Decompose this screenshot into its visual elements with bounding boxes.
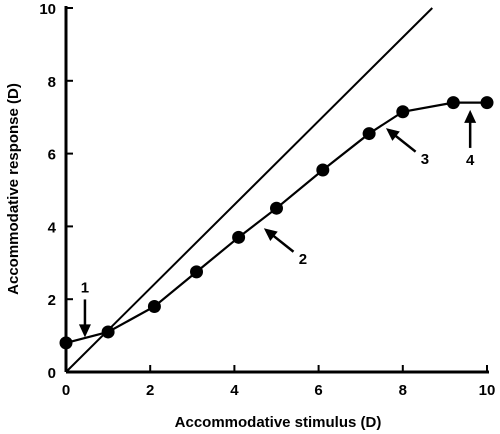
x-tick-label: 6 bbox=[314, 382, 322, 399]
annotation-arrow-head bbox=[464, 109, 477, 123]
data-point bbox=[446, 96, 460, 110]
data-point bbox=[316, 163, 330, 177]
y-axis-title: Accommodative response (D) bbox=[5, 83, 22, 295]
data-point bbox=[232, 230, 246, 244]
x-tick-label: 4 bbox=[230, 382, 239, 399]
data-point bbox=[396, 105, 410, 119]
y-tick-label: 8 bbox=[48, 74, 56, 91]
annotation-label: 2 bbox=[299, 251, 307, 268]
x-axis-title: Accommodative stimulus (D) bbox=[175, 414, 382, 431]
data-point bbox=[101, 325, 115, 339]
data-point bbox=[270, 201, 283, 215]
y-axis-ticks: 0 2 4 6 8 10 bbox=[39, 1, 73, 382]
y-tick-label: 2 bbox=[48, 292, 56, 309]
x-tick-label: 2 bbox=[146, 382, 154, 399]
x-tick-label: 8 bbox=[399, 382, 407, 399]
y-tick-label: 6 bbox=[48, 147, 56, 164]
x-tick-label: 0 bbox=[62, 382, 70, 399]
annotation-arrow-head bbox=[385, 128, 400, 141]
y-tick-label: 0 bbox=[48, 365, 56, 382]
y-tick-label: 10 bbox=[39, 1, 56, 18]
annotation-arrow-head bbox=[78, 324, 91, 338]
reference-line bbox=[65, 7, 433, 373]
data-point bbox=[147, 299, 161, 313]
x-axis-ticks: 0 2 4 6 8 10 bbox=[62, 365, 496, 399]
data-point bbox=[480, 96, 494, 110]
series-line bbox=[65, 101, 487, 344]
y-tick-label: 4 bbox=[48, 219, 57, 236]
data-points bbox=[59, 96, 494, 350]
annotation-arrow-head bbox=[263, 228, 278, 241]
data-point bbox=[362, 127, 376, 141]
x-tick-label: 10 bbox=[479, 382, 496, 399]
annotations: 1 2 3 4 bbox=[78, 109, 477, 338]
data-point bbox=[190, 265, 204, 279]
annotation-label: 4 bbox=[466, 152, 475, 169]
data-point bbox=[59, 336, 73, 350]
annotation-label: 3 bbox=[421, 151, 429, 168]
annotation-label: 1 bbox=[81, 279, 89, 296]
